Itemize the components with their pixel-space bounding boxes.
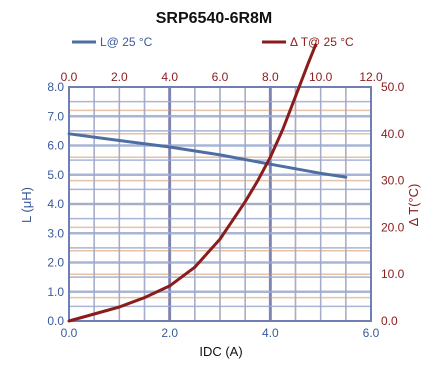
- y2-tick-label: 20.0: [381, 220, 405, 234]
- x2-tick-label: 6.0: [212, 70, 229, 84]
- y-tick-label: 5.0: [47, 168, 64, 182]
- series-layer: [67, 43, 348, 323]
- grid-layer: [68, 86, 372, 322]
- temperature-series-line: [67, 43, 318, 323]
- x2-tick-label: 12.0: [359, 70, 383, 84]
- y2-tick-label: 40.0: [381, 127, 405, 141]
- tick-layer: 0.0 2.0 4.0 6.00.01.02.03.04.05.06.07.08.00…: [47, 70, 404, 340]
- y-tick-label: 8.0: [47, 80, 64, 94]
- x-tick-label: 0.0: [61, 326, 78, 340]
- y-tick-label: 1.0: [47, 285, 64, 299]
- x2-tick-label: 2.0: [111, 70, 128, 84]
- y-tick-label: 0.0: [47, 314, 64, 328]
- x-tick-label: 6.0: [363, 326, 380, 340]
- y-tick-label: 3.0: [47, 226, 64, 240]
- x2-tick-label: 10.0: [309, 70, 333, 84]
- legend-inductance-label: L@ 25 °C: [100, 35, 153, 49]
- x2-tick-label: 8.0: [262, 70, 279, 84]
- x2-tick-label: 4.0: [161, 70, 178, 84]
- legend-temperature-label: Δ T@ 25 °C: [290, 35, 354, 49]
- plot-frame: [68, 86, 372, 322]
- x2-tick-label: 0.0: [61, 70, 78, 84]
- y-tick-label: 6.0: [47, 139, 64, 153]
- y2-tick-label: 30.0: [381, 174, 405, 188]
- y2-axis-label: Δ T(°C): [406, 184, 421, 227]
- y-axis-label: L (μH): [19, 187, 34, 223]
- y2-tick-label: 50.0: [381, 80, 405, 94]
- inductance-series-line: [67, 132, 348, 179]
- y2-tick-label: 10.0: [381, 267, 405, 281]
- chart-title: SRP6540-6R8M: [156, 10, 273, 27]
- x-tick-label: 2.0: [161, 326, 178, 340]
- legend: L@ 25 °C Δ T@ 25 °C: [72, 35, 354, 49]
- x-axis-label: IDC (A): [199, 344, 242, 359]
- y2-tick-label: 0.0: [381, 314, 398, 328]
- y-tick-label: 7.0: [47, 109, 64, 123]
- y-tick-label: 4.0: [47, 197, 64, 211]
- x-tick-label: 4.0: [262, 326, 279, 340]
- y-tick-label: 2.0: [47, 256, 64, 270]
